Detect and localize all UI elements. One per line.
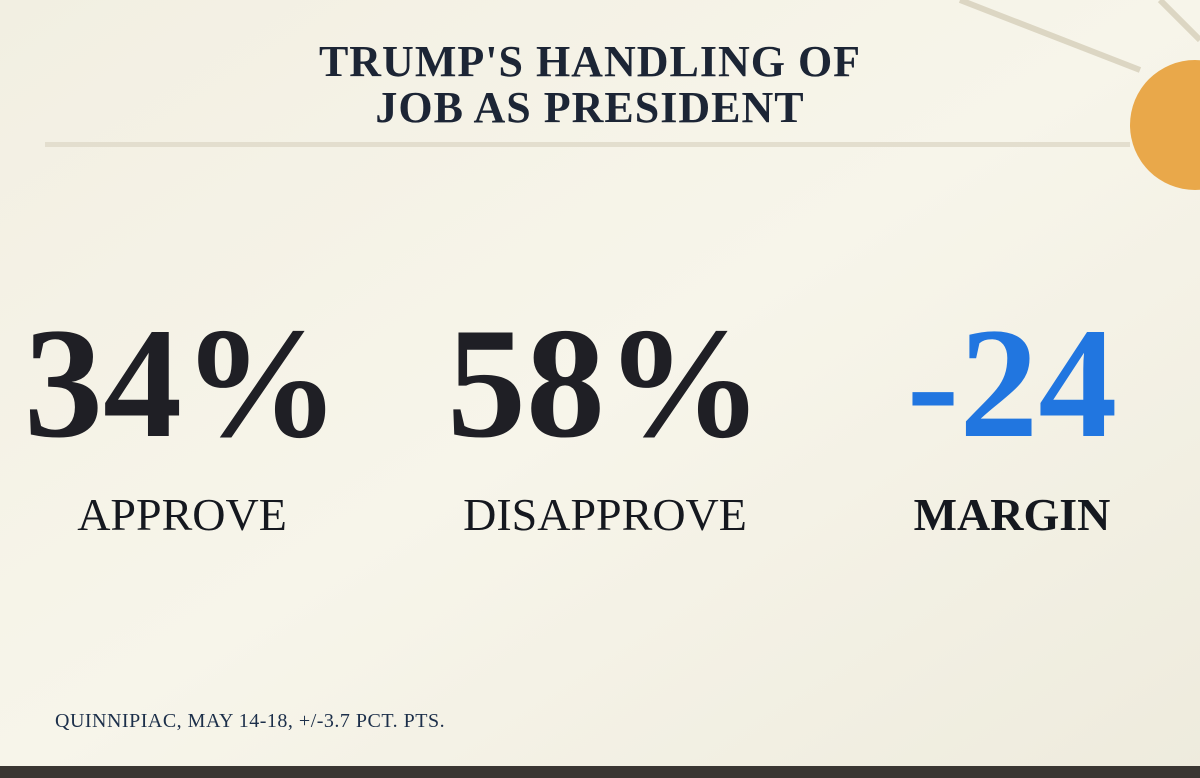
stat-value: 34% — [24, 296, 340, 471]
title-line: TRUMP'S HANDLING OF — [319, 37, 861, 86]
divider — [45, 142, 1130, 147]
stat-label: DISAPPROVE — [463, 489, 747, 540]
stat-label: MARGIN — [914, 489, 1111, 540]
source-note: QUINNIPIAC, MAY 14-18, +/-3.7 PCT. PTS. — [55, 710, 445, 732]
stat-label: APPROVE — [77, 489, 287, 540]
decor-line — [1157, 0, 1200, 43]
stat-value: -24 — [907, 296, 1118, 471]
decor-circle — [1130, 60, 1200, 190]
stat-value: 58% — [447, 296, 763, 471]
title-line: JOB AS PRESIDENT — [375, 83, 804, 132]
decor-line — [958, 0, 1142, 73]
stats: 34% APPROVE 58% DISAPPROVE -24 MARGIN — [24, 296, 1117, 540]
bottom-edge — [0, 766, 1200, 778]
